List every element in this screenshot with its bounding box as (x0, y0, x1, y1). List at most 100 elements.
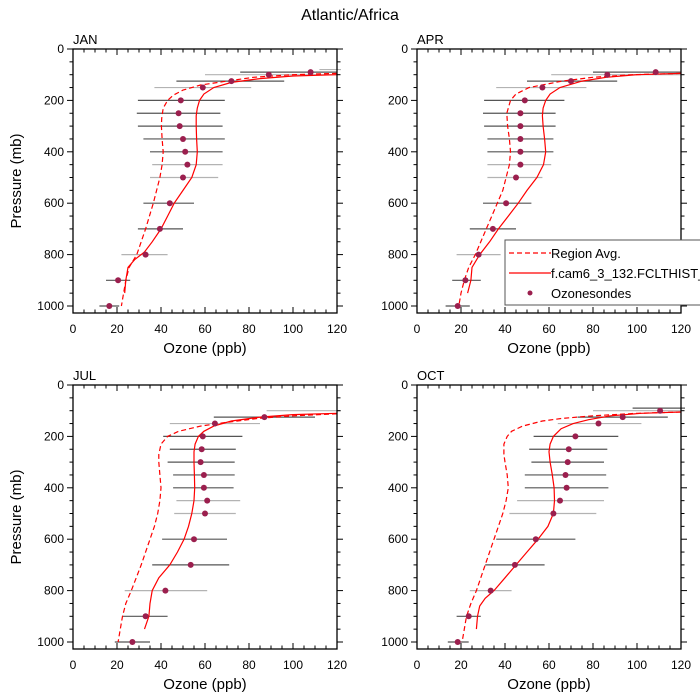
figure-title: Atlantic/Africa (301, 7, 399, 24)
ozonesonde-point (211, 420, 218, 427)
ozonesonde-point (166, 200, 173, 207)
ozonesonde-point (489, 225, 496, 232)
ozonesonde-point (475, 251, 482, 258)
y-tick-label: 600 (388, 532, 408, 546)
ozonesonde-point (142, 251, 149, 258)
y-tick-label: 600 (388, 196, 408, 210)
x-tick-label: 60 (198, 322, 212, 336)
ozonesonde-point (187, 561, 194, 568)
ozonesonde-point (465, 613, 472, 620)
ozonesonde-point (197, 459, 204, 466)
legend-marker-swatch (527, 290, 533, 296)
x-tick-label: 20 (454, 658, 468, 672)
x-tick-label: 60 (198, 658, 212, 672)
x-tick-label: 100 (627, 658, 647, 672)
axes: 0 20 40 60 80 100 120 0 200 400 600 800 1000 (37, 378, 347, 672)
x-axis-label: Ozone (ppb) (507, 340, 590, 357)
axes: 0 20 40 60 80 100 120 0 200 400 600 800 1000 (381, 42, 691, 336)
x-tick-label: 0 (414, 658, 421, 672)
ozonesonde-point (564, 459, 571, 466)
ozonesonde-point (521, 97, 528, 104)
x-tick-label: 120 (671, 658, 691, 672)
ozonesonde-point (265, 71, 272, 78)
ozonesonde-point (176, 123, 183, 130)
ozonesonde-point (142, 613, 149, 620)
ozonesonde-point (177, 97, 184, 104)
x-tick-label: 80 (586, 658, 600, 672)
ozonesonde-point (180, 174, 186, 181)
x-axis-label: Ozone (ppb) (163, 340, 246, 357)
y-tick-label: 600 (44, 196, 64, 210)
y-tick-label: 1000 (381, 635, 408, 649)
ozonesonde-point (462, 277, 469, 284)
x-tick-label: 0 (70, 658, 77, 672)
ozonesonde-point (200, 471, 207, 478)
ozonesonde-point (199, 433, 206, 440)
ozonesonde-point (568, 78, 574, 85)
model-line (143, 412, 337, 630)
ozonesonde-point (162, 587, 169, 594)
ozonesonde-point (261, 414, 268, 421)
y-tick-label: 1000 (381, 299, 408, 313)
ozonesonde-point (199, 84, 206, 91)
region-avg-line (120, 72, 337, 307)
panel-label: JAN (73, 32, 98, 47)
x-tick-label: 120 (671, 322, 691, 336)
ozonesonde-point (604, 71, 611, 78)
x-tick-label: 20 (454, 322, 468, 336)
panel-jul: JUL 0 20 40 60 80 100 120 0 200 400 600 800 1000 Ozone… (8, 368, 347, 693)
axes-frame (72, 384, 338, 650)
x-axis-label: Ozone (ppb) (507, 676, 590, 693)
ozonesonde-point (307, 69, 314, 76)
y-tick-label: 200 (44, 93, 64, 107)
ozonesonde-point (539, 84, 546, 91)
model-line (467, 72, 681, 294)
ozonesonde-point (202, 510, 208, 517)
ozonesonde-point (572, 433, 579, 440)
legend: Region Avg. f.cam6_3_132.FCLTHIST_ Ozoneso… (504, 239, 700, 306)
y-tick-label: 1000 (37, 299, 64, 313)
axes-frame (416, 384, 682, 650)
ozonesonde-point (180, 135, 186, 142)
panel-label: JUL (73, 368, 96, 383)
y-axis-label: Pressure (mb) (8, 469, 25, 564)
axes: 0 20 40 60 80 100 120 0 200 400 600 800 1000 (37, 42, 347, 336)
ozonesonde-point (182, 148, 189, 155)
legend-entry-label: Ozonesondes (551, 286, 632, 301)
ozonesonde-point (517, 110, 524, 117)
x-tick-label: 80 (586, 322, 600, 336)
ozonesonde-point (454, 639, 461, 645)
x-tick-label: 120 (327, 322, 347, 336)
x-tick-label: 20 (110, 322, 124, 336)
y-tick-label: 800 (388, 248, 408, 262)
region-avg-line (461, 411, 681, 643)
ozonesonde-point (106, 303, 113, 309)
ozonesonde-point (563, 484, 570, 491)
x-tick-label: 40 (498, 322, 512, 336)
y-tick-label: 200 (388, 429, 408, 443)
ozonesonde-point (129, 639, 136, 645)
x-tick-label: 100 (283, 322, 303, 336)
ozonesonde-point (657, 407, 664, 414)
y-tick-label: 800 (44, 584, 64, 598)
panel-label: OCT (417, 368, 445, 383)
y-tick-label: 0 (401, 42, 408, 56)
ozonesonde-point (532, 536, 539, 543)
ozonesonde-point (454, 303, 461, 309)
ozonesonde-point (503, 200, 510, 207)
y-tick-label: 600 (44, 532, 64, 546)
x-axis-label: Ozone (ppb) (163, 676, 246, 693)
ozonesonde-point (200, 484, 207, 491)
ozonesonde-point (517, 123, 524, 130)
region-avg-line (117, 413, 337, 643)
ozonesonde-point (513, 174, 519, 181)
ozonesonde-point (565, 446, 572, 453)
x-tick-label: 120 (327, 658, 347, 672)
ozonesonde-point (487, 587, 494, 594)
y-tick-label: 0 (57, 378, 64, 392)
ozonesonde-point (652, 69, 659, 76)
ozonesonde-point (184, 161, 191, 168)
panel-jan: JAN 0 20 40 60 80 100 120 0 200 400 600 800 1000 Ozone… (8, 32, 347, 357)
